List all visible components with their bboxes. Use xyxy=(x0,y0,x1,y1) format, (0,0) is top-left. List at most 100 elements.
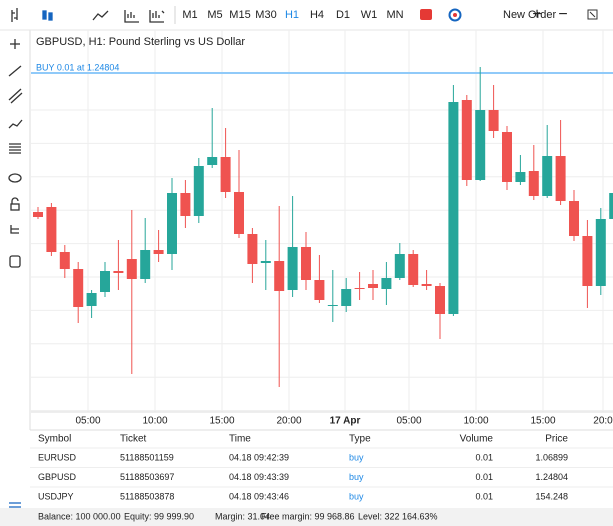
table-cell: GBPUSD xyxy=(38,472,77,482)
timeframe-button[interactable]: MN xyxy=(386,9,403,21)
table-cell: 0.01 xyxy=(475,491,493,501)
zoom-in-button[interactable]: + xyxy=(532,6,541,23)
timeframe-button[interactable]: H1 xyxy=(285,9,299,21)
time-label: 05:00 xyxy=(75,416,100,427)
tree-icon[interactable] xyxy=(10,225,19,234)
table-cell: 1.06899 xyxy=(535,452,568,462)
candle-body xyxy=(261,261,271,263)
candle-body xyxy=(448,102,458,314)
candle-body xyxy=(542,156,552,196)
timeframe-button[interactable]: D1 xyxy=(336,9,350,21)
column-header: Ticket xyxy=(120,434,147,445)
table-cell: 0.01 xyxy=(475,452,493,462)
zoom-out-button[interactable]: − xyxy=(558,6,567,23)
table-cell: 51188503878 xyxy=(120,491,174,501)
candle-body xyxy=(529,171,539,196)
table-cell: 154.248 xyxy=(535,491,568,501)
column-header: Volume xyxy=(460,434,494,445)
candle-body xyxy=(154,250,164,254)
fibo-icon[interactable] xyxy=(9,143,21,154)
timeframe-button[interactable]: M15 xyxy=(229,9,250,21)
new-order-button[interactable]: New Order xyxy=(503,9,557,21)
candle-body xyxy=(435,286,445,314)
new-order-icon xyxy=(453,13,457,17)
table-cell: buy xyxy=(349,491,364,501)
table-cell: buy xyxy=(349,472,364,482)
candle-icon[interactable] xyxy=(42,10,47,20)
candle-body xyxy=(33,212,43,217)
timeframe-button[interactable]: M1 xyxy=(182,9,197,21)
candle-body xyxy=(180,193,190,216)
candle-body xyxy=(515,172,525,182)
status-item: Balance: 100 000.00 xyxy=(38,511,121,521)
candle-body xyxy=(569,201,579,236)
candle-body xyxy=(288,247,298,290)
bar-icon[interactable] xyxy=(11,8,18,22)
status-item: Level: 322 164.63% xyxy=(358,511,438,521)
status-item: Margin: 31.04 xyxy=(215,511,270,521)
lock-icon[interactable] xyxy=(10,203,20,211)
candle-body xyxy=(234,192,244,234)
candle-body xyxy=(274,261,284,291)
timeframe-button[interactable]: W1 xyxy=(361,9,378,21)
time-label: 05:00 xyxy=(396,416,421,427)
time-label: 10:00 xyxy=(142,416,167,427)
table-cell: 04.18 09:43:39 xyxy=(229,472,289,482)
candle-body xyxy=(609,193,613,219)
candles xyxy=(33,67,613,387)
time-label: 15:00 xyxy=(209,416,234,427)
table-cell: buy xyxy=(349,452,364,462)
column-header: Symbol xyxy=(38,434,71,445)
candle-body xyxy=(140,250,150,279)
candle-body xyxy=(113,271,123,273)
time-label: 20:00 xyxy=(276,416,301,427)
candle-body xyxy=(301,247,311,280)
timeframe-button[interactable]: M30 xyxy=(255,9,276,21)
indicator-icon[interactable] xyxy=(149,10,165,23)
candle-body xyxy=(502,132,512,182)
candle-body xyxy=(328,305,338,306)
timeframe-button[interactable]: H4 xyxy=(310,9,324,21)
polyline-icon[interactable] xyxy=(8,119,23,129)
line-icon[interactable] xyxy=(92,10,109,21)
table-cell: 51188503697 xyxy=(120,472,174,482)
candle-icon xyxy=(48,12,53,21)
order-icon[interactable] xyxy=(420,9,432,20)
candle-body xyxy=(207,157,217,165)
time-label: 10:00 xyxy=(463,416,488,427)
status-bar xyxy=(0,508,613,526)
volume-icon[interactable] xyxy=(124,10,139,23)
candle-body xyxy=(422,284,432,286)
eye-icon[interactable] xyxy=(8,173,22,183)
candle-body xyxy=(341,289,351,306)
chart-title: GBPUSD, H1: Pound Sterling vs US Dollar xyxy=(36,36,245,48)
trendline-icon[interactable] xyxy=(8,65,22,77)
candle-body xyxy=(395,254,405,278)
table-cell: 1.24804 xyxy=(535,472,568,482)
lock-icon xyxy=(11,197,19,204)
candle-body xyxy=(381,278,391,289)
time-label: 15:00 xyxy=(530,416,555,427)
column-header: Price xyxy=(545,434,568,445)
status-item: Equity: 99 999.90 xyxy=(124,511,194,521)
channel-icon[interactable] xyxy=(8,88,23,104)
new-order-icon[interactable] xyxy=(448,8,462,22)
candle-body xyxy=(462,100,472,180)
candle-body xyxy=(489,110,499,131)
time-label: 17 Apr xyxy=(330,416,361,427)
layers-icon[interactable] xyxy=(9,255,21,268)
window-icon[interactable] xyxy=(587,9,598,20)
column-header: Type xyxy=(349,434,371,445)
candle-body xyxy=(582,236,592,286)
buy-line-label: BUY 0.01 at 1.24804 xyxy=(36,62,119,72)
table-cell: USDJPY xyxy=(38,491,74,501)
candle-body xyxy=(247,234,257,264)
candle-body xyxy=(221,157,231,192)
timeframe-button[interactable]: M5 xyxy=(207,9,222,21)
table-cell: 04.18 09:43:46 xyxy=(229,491,289,501)
candle-body xyxy=(475,110,485,180)
candle-body xyxy=(73,269,83,307)
candle-body xyxy=(355,288,365,289)
table-cell: EURUSD xyxy=(38,452,77,462)
table-cell: 04.18 09:42:39 xyxy=(229,452,289,462)
